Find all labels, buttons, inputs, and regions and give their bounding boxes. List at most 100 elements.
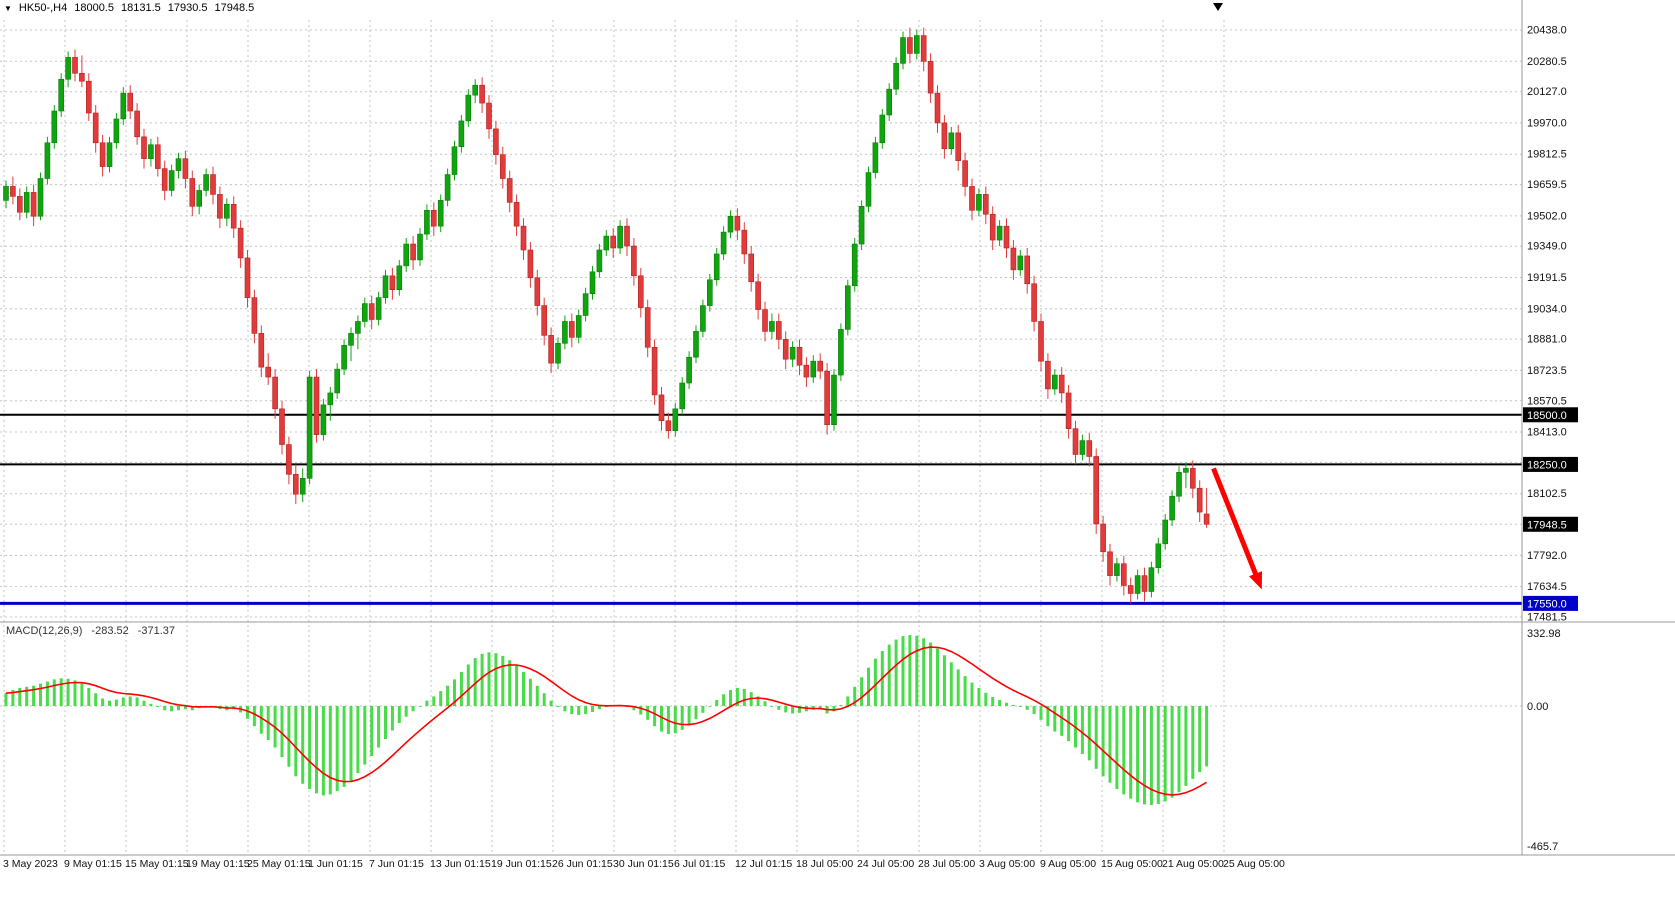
macd-bar xyxy=(473,658,477,706)
price-tag-label: 17948.5 xyxy=(1527,519,1567,531)
macd-bar xyxy=(335,706,339,792)
candle xyxy=(320,398,327,441)
macd-bar xyxy=(1163,706,1167,802)
macd-bar xyxy=(715,700,719,706)
chart-shift-marker[interactable] xyxy=(1213,3,1223,11)
macd-bar xyxy=(735,687,739,706)
price-axis[interactable] xyxy=(1522,0,1675,855)
candle xyxy=(1045,353,1051,399)
macd-bar xyxy=(18,687,22,706)
candle xyxy=(513,194,520,237)
macd-bar xyxy=(52,679,56,706)
price-axis-label: 19812.5 xyxy=(1527,149,1567,161)
macd-bar xyxy=(942,655,946,706)
candle xyxy=(741,222,748,264)
macd-bar xyxy=(1101,706,1105,777)
candle xyxy=(527,242,534,288)
macd-bar xyxy=(1039,706,1043,720)
candle xyxy=(568,313,575,348)
macd-bar xyxy=(252,706,256,727)
macd-bar xyxy=(1198,706,1202,773)
macd-bar xyxy=(818,706,822,710)
candle xyxy=(1183,462,1189,489)
candle xyxy=(189,170,196,217)
candle xyxy=(168,164,175,197)
candle xyxy=(844,279,851,336)
candle xyxy=(603,230,610,256)
macd-bar xyxy=(535,685,539,706)
time-axis[interactable] xyxy=(0,855,1675,880)
macd-bar xyxy=(432,696,436,706)
candle xyxy=(16,188,23,221)
macd-bar xyxy=(722,694,726,706)
candle xyxy=(1093,448,1099,534)
candle xyxy=(279,400,285,455)
trend-arrow-head[interactable] xyxy=(1249,571,1263,590)
price-tag-label: 17550.0 xyxy=(1527,598,1567,610)
candle xyxy=(65,51,71,88)
candle xyxy=(72,49,78,82)
macd-bar xyxy=(763,701,767,706)
time-axis-label: 25 May 01:15 xyxy=(247,858,311,870)
macd-bar xyxy=(653,706,657,727)
macd-bar xyxy=(1094,706,1098,769)
candle xyxy=(789,341,796,368)
macd-bar xyxy=(1156,706,1160,804)
macd-bar xyxy=(956,669,960,706)
trend-arrow-shaft[interactable] xyxy=(1211,467,1261,582)
ohlc-low: 17930.5 xyxy=(167,2,208,14)
candle xyxy=(203,168,209,197)
candle xyxy=(907,27,913,64)
macd-bar xyxy=(963,676,967,706)
time-axis-label: 24 Jul 05:00 xyxy=(857,858,914,870)
macd-bar xyxy=(1060,706,1064,736)
macd-bar xyxy=(887,644,891,706)
macd-bar xyxy=(11,690,15,706)
macd-bar xyxy=(680,706,684,730)
candle xyxy=(1148,561,1155,598)
macd-bar xyxy=(80,683,84,706)
macd-bar xyxy=(570,706,574,715)
price-axis-label: 18570.5 xyxy=(1527,395,1567,407)
macd-bar xyxy=(377,706,381,748)
macd-bar xyxy=(756,696,760,706)
candle xyxy=(458,114,465,153)
candle xyxy=(30,184,37,227)
macd-bar xyxy=(370,706,374,757)
candle xyxy=(3,180,9,209)
macd-bar xyxy=(949,662,953,706)
macd-signal-line xyxy=(5,646,1208,796)
macd-bar xyxy=(791,706,795,714)
candle xyxy=(368,295,375,330)
macd-bar xyxy=(660,706,663,732)
candle xyxy=(182,150,189,189)
candle xyxy=(327,386,334,421)
candle xyxy=(706,273,713,312)
macd-bar xyxy=(922,638,926,706)
candle xyxy=(465,89,472,127)
candle xyxy=(582,287,589,322)
candle xyxy=(872,136,879,179)
macd-bar xyxy=(901,636,905,706)
candle xyxy=(472,79,479,104)
price-tag-label: 18500.0 xyxy=(1527,410,1567,422)
candle xyxy=(555,337,561,370)
candle xyxy=(196,184,202,215)
candle xyxy=(755,273,761,320)
candle xyxy=(1141,567,1148,602)
time-axis-label: 9 May 01:15 xyxy=(64,858,122,870)
macd-bar xyxy=(1087,706,1091,761)
macd-bar xyxy=(390,706,394,731)
candle xyxy=(693,325,699,364)
symbol-dropdown-icon[interactable]: ▼ xyxy=(4,3,12,13)
candle xyxy=(851,238,858,292)
macd-bar xyxy=(597,706,601,710)
candle xyxy=(1072,420,1079,465)
candle xyxy=(265,353,272,385)
candle xyxy=(734,208,741,241)
macd-bar xyxy=(1177,706,1181,793)
candle xyxy=(520,218,527,260)
candle xyxy=(286,436,292,485)
candle xyxy=(437,194,444,233)
